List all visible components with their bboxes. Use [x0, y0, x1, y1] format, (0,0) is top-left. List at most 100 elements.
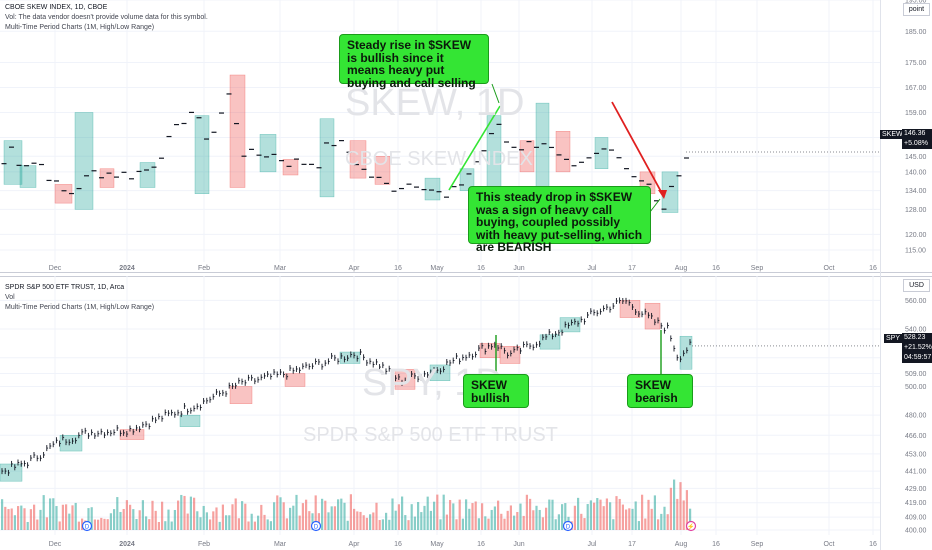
- spy-volume-bar: [465, 499, 468, 530]
- spy-volume-bar: [116, 497, 119, 530]
- spy-volume-bar: [506, 510, 509, 530]
- spy-volume-bar: [557, 514, 560, 530]
- spy-volume-bar: [180, 494, 183, 530]
- spy-volume-bar: [173, 509, 176, 530]
- event-marker-label: D: [314, 525, 319, 531]
- point-scale-button[interactable]: point: [903, 3, 930, 16]
- skew-monthly-range-boxes: [3, 74, 679, 213]
- spy-volume-bar: [385, 512, 388, 530]
- spy-volume-bar: [289, 507, 292, 530]
- spy-y-tick-label: 480.00: [905, 413, 927, 420]
- spy-volume-bar: [583, 518, 586, 530]
- spy-volume-bar: [375, 502, 378, 530]
- spy-volume-bar: [641, 494, 644, 530]
- spy-price-tag: 528.23 +21.52% 04:59:57: [902, 333, 932, 363]
- spy-volume-bar: [381, 519, 384, 530]
- spy-volume-bars: D D D ⚡: [1, 479, 697, 532]
- spy-x-tick-label: 17: [628, 541, 636, 548]
- spy-volume-bar: [471, 503, 474, 530]
- spy-volume-bar: [353, 508, 356, 530]
- spy-volume-bar: [490, 509, 493, 530]
- spy-volume-bar: [49, 498, 52, 530]
- spy-volume-bar: [509, 505, 512, 530]
- spy-volume-bar: [548, 499, 551, 530]
- spy-volume-bar: [673, 479, 676, 530]
- spy-volume-bar: [68, 513, 71, 530]
- event-marker: [562, 520, 574, 532]
- spy-volume-bar: [311, 513, 314, 530]
- spy-x-tick-label: Jun: [513, 541, 524, 548]
- spy-volume-bar: [538, 509, 541, 530]
- spy-volume-bar: [7, 509, 10, 530]
- spy-volume-bar: [449, 499, 452, 530]
- spy-range-box: [619, 300, 641, 318]
- skew-price-value: 146.36: [904, 130, 926, 137]
- spy-volume-bar: [554, 519, 557, 530]
- spy-volume-bar: [337, 499, 340, 530]
- skew-range-box: [259, 134, 277, 173]
- spy-volume-bar: [519, 503, 522, 530]
- spy-volume-bar: [442, 494, 445, 530]
- spy-volume-bar: [637, 521, 640, 530]
- spy-x-tick-label: Oct: [824, 541, 835, 548]
- spy-volume-bar: [541, 517, 544, 530]
- spy-volume-bar: [321, 498, 324, 530]
- skew-x-tick-label: 16: [712, 265, 720, 272]
- spy-volume-bar: [666, 514, 669, 530]
- event-marker-label: D: [85, 525, 90, 531]
- spy-x-tick-label: Feb: [198, 541, 210, 548]
- spy-volume-bar: [205, 512, 208, 530]
- spy-volume-bar: [119, 511, 122, 530]
- spy-volume-bar: [615, 496, 618, 530]
- annotation-arrows: [448, 83, 880, 374]
- skew-title[interactable]: CBOE SKEW INDEX, 1D, CBOE: [5, 4, 108, 11]
- callout-pointer-rise: [491, 83, 500, 104]
- skew-indicator-legend[interactable]: Multi-Time Period Charts (1M, High/Low R…: [5, 24, 155, 31]
- skew-price-tag: 146.36 +5.08%: [902, 129, 932, 149]
- spy-volume-bar: [602, 506, 605, 530]
- spy-volume-bar: [170, 521, 173, 530]
- spy-volume-bar: [71, 505, 74, 530]
- spy-title[interactable]: SPDR S&P 500 ETF TRUST, 1D, Arca: [5, 284, 125, 291]
- skew-range-box: [282, 159, 299, 176]
- spy-volume-bar: [42, 495, 45, 530]
- skew-y-tick-label: 120.00: [905, 232, 927, 239]
- spy-volume-bar: [577, 497, 580, 530]
- spy-volume-bar: [596, 498, 599, 530]
- spy-volume-bar: [231, 504, 234, 530]
- spy-indicator-legend[interactable]: Multi-Time Period Charts (1M, High/Low R…: [5, 304, 155, 311]
- red-arrow-head: [658, 190, 667, 199]
- spy-volume-bar: [87, 508, 90, 530]
- spy-volume-bar: [125, 500, 128, 530]
- spy-volume-bar: [241, 501, 244, 530]
- spy-volume-bar: [378, 520, 381, 530]
- spy-range-box: [0, 463, 23, 482]
- spy-volume-bar: [29, 509, 32, 530]
- callout-skew-bullish: SKEW bullish: [463, 374, 529, 408]
- spy-volume-bar: [81, 518, 84, 530]
- skew-x-tick-label: Feb: [198, 265, 210, 272]
- skew-range-box: [3, 140, 23, 185]
- spy-volume-bar: [314, 495, 317, 530]
- currency-button[interactable]: USD: [903, 279, 930, 292]
- spy-volume-bar: [13, 515, 16, 530]
- spy-volume-bar: [199, 517, 202, 530]
- spy-volume-bar: [109, 513, 112, 530]
- spy-volume-bar: [308, 511, 311, 530]
- spy-volume-bar: [292, 505, 295, 530]
- spy-x-tick-label: 16: [712, 541, 720, 548]
- spy-x-tick-label: Jul: [588, 541, 597, 548]
- spy-volume-bar: [90, 507, 93, 530]
- callout-skew-drop: This steady drop in $SKEW was a sign of …: [468, 186, 651, 253]
- spy-vol-legend[interactable]: Vol: [5, 294, 15, 301]
- spy-volume-bar: [135, 519, 138, 530]
- skew-range-box: [74, 112, 94, 210]
- skew-x-tick-label: Jul: [588, 265, 597, 272]
- spy-volume-bar: [372, 512, 375, 530]
- spy-volume-bar: [26, 521, 29, 530]
- skew-price-change: +5.08%: [904, 140, 928, 147]
- skew-x-tick-label: May: [430, 265, 444, 272]
- spy-volume-bar: [394, 510, 397, 530]
- spy-volume-bar: [202, 505, 205, 530]
- spy-volume-bar: [161, 501, 164, 530]
